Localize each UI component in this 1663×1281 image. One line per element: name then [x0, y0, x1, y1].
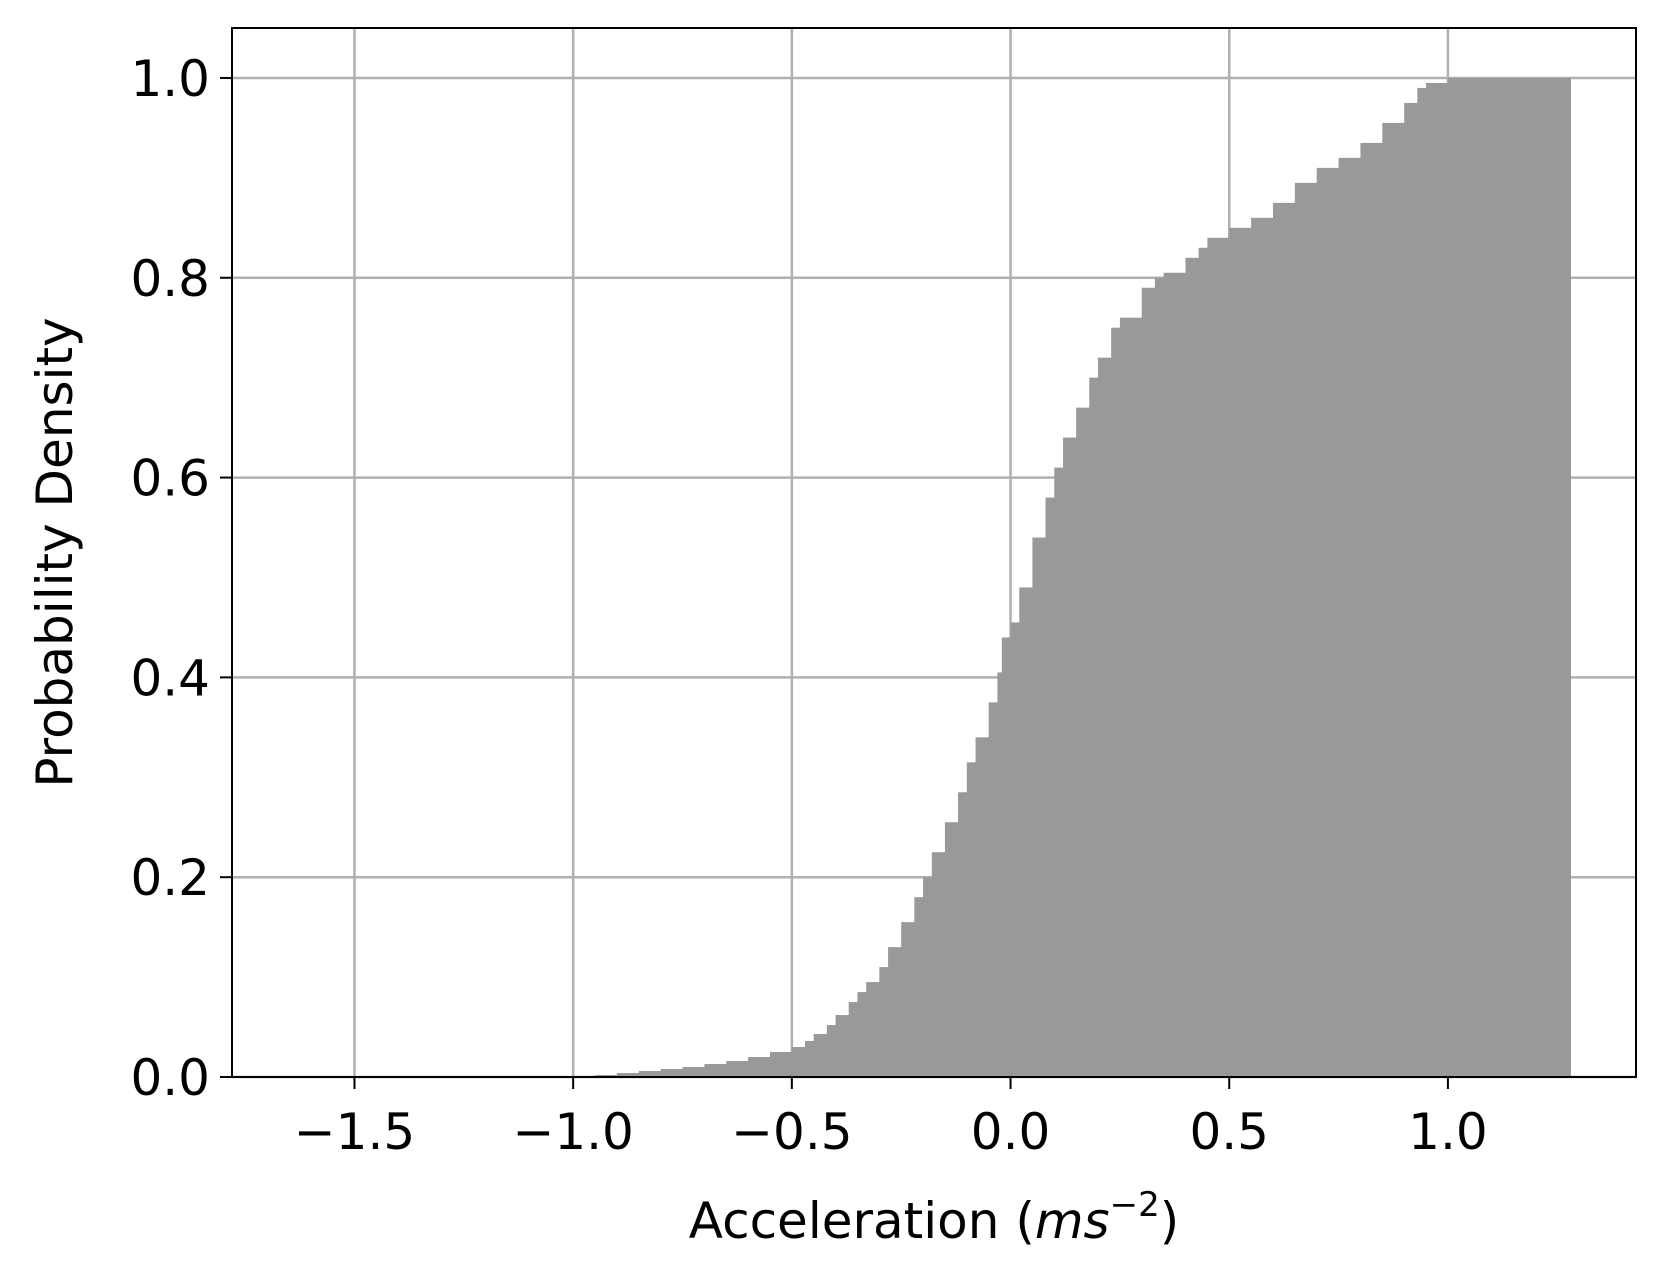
histogram-bar — [1404, 102, 1418, 1077]
histogram-bar — [1076, 407, 1090, 1078]
histogram-bar — [1163, 272, 1187, 1077]
histogram-bar — [997, 672, 1003, 1077]
bars-layer — [586, 77, 1571, 1078]
y-tick-label: 0.6 — [130, 450, 210, 508]
histogram-bar — [1229, 227, 1252, 1078]
histogram-bar — [1111, 327, 1121, 1077]
histogram-bar — [1469, 77, 1493, 1077]
histogram-bar — [1019, 587, 1034, 1077]
histogram-bar — [1535, 77, 1571, 1077]
x-tick-label: 1.0 — [1408, 1103, 1488, 1161]
histogram-bar — [1154, 277, 1165, 1077]
y-tick-label: 0.4 — [130, 649, 210, 707]
histogram-bar — [1316, 167, 1340, 1077]
histogram-bar — [813, 1034, 828, 1077]
histogram-bar — [1098, 357, 1112, 1078]
histogram-bar — [748, 1057, 771, 1077]
histogram-bar — [1294, 182, 1318, 1077]
y-axis-label: Probability Density — [26, 317, 84, 787]
histogram-bar — [1001, 637, 1012, 1077]
histogram-bar — [1119, 317, 1143, 1077]
histogram-bar — [914, 897, 924, 1077]
histogram-bar — [923, 877, 933, 1077]
x-axis-label-prefix: Acceleration ( — [689, 1192, 1035, 1250]
histogram-bar — [1447, 77, 1471, 1077]
histogram-bar — [704, 1064, 727, 1077]
x-tick-label: −1.0 — [512, 1103, 633, 1161]
histogram-bar — [1417, 87, 1427, 1077]
histogram-bar — [1045, 497, 1055, 1077]
histogram-bar — [1338, 157, 1362, 1077]
histogram-bar — [1382, 122, 1405, 1077]
y-tick-label: 0.2 — [130, 849, 210, 907]
ticks-layer: −1.5 −1.0 −0.5 0.0 0.5 1.0 0.0 0.2 0.4 0.6 0.8 1.0 — [130, 50, 1487, 1161]
x-tick-label: 0.0 — [971, 1103, 1051, 1161]
histogram-bar — [931, 852, 946, 1077]
histogram-bar — [1360, 142, 1383, 1077]
histogram-bar — [879, 967, 889, 1077]
y-tick-label: 0.8 — [130, 250, 210, 308]
histogram-bar — [1141, 287, 1156, 1077]
histogram-bar — [660, 1069, 684, 1077]
x-tick-label: −1.5 — [294, 1103, 415, 1161]
plot-frame — [231, 27, 1637, 1078]
histogram-bar — [1054, 467, 1064, 1078]
histogram-bar — [726, 1061, 749, 1077]
histogram-bar — [769, 1052, 793, 1077]
histogram-bar — [616, 1073, 640, 1077]
y-tick-label: 0.0 — [130, 1049, 210, 1107]
x-axis-label-unit: ms — [1035, 1192, 1110, 1250]
histogram-bar — [1010, 622, 1020, 1077]
histogram-bar — [1198, 247, 1208, 1078]
histogram-bar — [1185, 257, 1200, 1077]
histogram-bar — [791, 1047, 806, 1077]
histogram-bar — [866, 982, 880, 1077]
histogram-bar — [638, 1071, 662, 1077]
histogram-bar — [1491, 77, 1537, 1077]
x-tick-label: −0.5 — [731, 1103, 852, 1161]
y-tick-label: 1.0 — [130, 50, 210, 108]
histogram-bar — [1089, 377, 1099, 1078]
histogram-bar — [804, 1041, 815, 1077]
x-axis-label-suffix: ) — [1160, 1192, 1180, 1250]
histogram-bar — [1063, 437, 1077, 1078]
histogram-bar — [1272, 202, 1296, 1078]
histogram-bar — [888, 947, 902, 1077]
x-tick-label: 0.5 — [1189, 1103, 1269, 1161]
histogram-bar — [901, 922, 915, 1077]
histogram-bar — [826, 1025, 837, 1077]
histogram-bar — [1032, 537, 1047, 1077]
histogram-bar — [857, 992, 867, 1077]
x-axis-label-exponent: −2 — [1110, 1185, 1160, 1225]
histogram-bar — [988, 702, 999, 1077]
histogram-bar — [958, 792, 968, 1077]
histogram-bar — [944, 822, 959, 1077]
x-axis-label: Acceleration (ms−2) — [689, 1185, 1180, 1250]
histogram-bar — [1251, 217, 1274, 1078]
histogram-bar — [682, 1067, 705, 1077]
histogram-bar — [966, 762, 977, 1077]
histogram-bar — [1426, 82, 1449, 1077]
histogram-bar — [835, 1015, 850, 1077]
histogram-bar — [1207, 237, 1230, 1078]
histogram-bar — [848, 1002, 859, 1077]
histogram-bar — [975, 737, 990, 1077]
